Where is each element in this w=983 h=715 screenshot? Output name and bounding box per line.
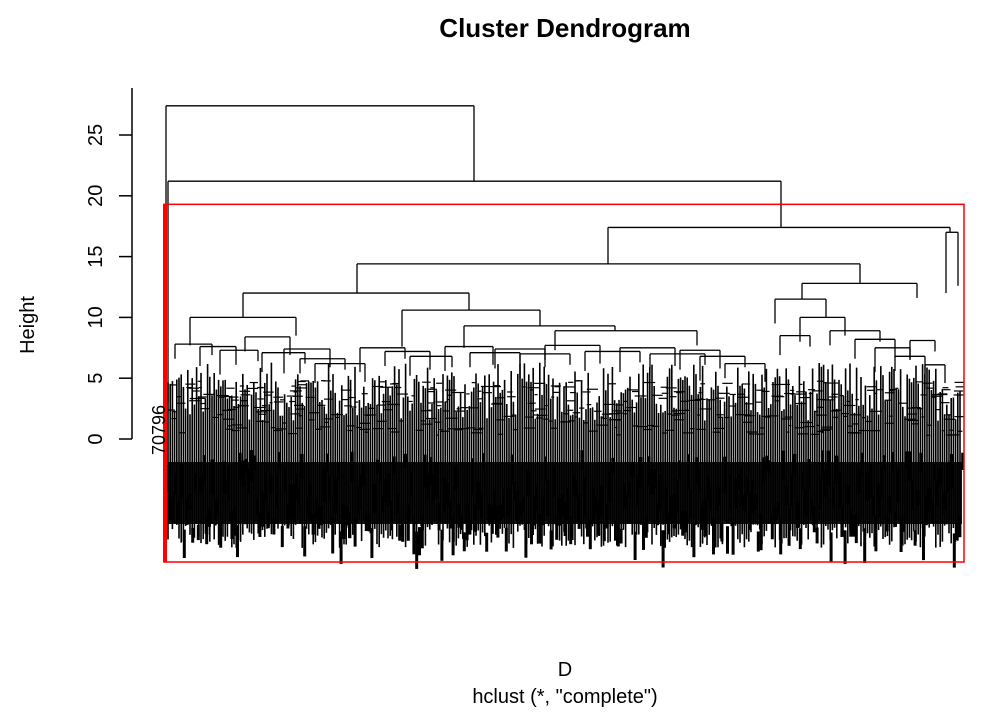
leaf-label-mark: [339, 531, 343, 564]
leaf-label-band: [168, 462, 962, 524]
x-axis-label: D: [558, 659, 572, 681]
leaf-label-mark: [555, 516, 559, 540]
leaf-label-mark: [787, 509, 791, 546]
leaf-label-mark: [462, 532, 466, 552]
leaf-label-mark: [230, 511, 234, 539]
leaf-label-mark: [451, 518, 455, 556]
leaf-label-mark: [616, 523, 620, 547]
leaf-label-mark: [311, 513, 315, 535]
leaf-label-mark: [902, 517, 906, 533]
leaf-label-mark: [720, 523, 724, 542]
leaf-label-mark: [586, 522, 589, 537]
leaf-label-mark: [303, 526, 307, 557]
cluster-cut-box: [163, 203, 965, 563]
leaf-label-mark: [580, 450, 584, 470]
y-axis-label: Height: [17, 296, 39, 354]
leaf-label-mark: [412, 516, 416, 555]
leaf-label-mark: [196, 524, 200, 541]
leaf-label-mark: [370, 528, 374, 558]
leaf-label-mark: [642, 522, 645, 550]
leaf-label-mark: [588, 519, 592, 550]
leaf-label-mark: [236, 525, 239, 558]
leaf-label-mark: [280, 526, 284, 548]
leaf-label-mark: [759, 513, 763, 551]
leaf-label-mark: [798, 528, 802, 550]
leaf-label-mark: [899, 516, 903, 552]
y-tick-label: 0: [85, 433, 107, 444]
leaf-label-mark: [272, 517, 276, 535]
leaf-label-mark: [731, 518, 735, 555]
leaf-label-mark: [958, 516, 962, 538]
y-tick-label: 25: [85, 124, 107, 146]
leaf-label-mark: [633, 531, 637, 560]
leaf-label-mark: [468, 519, 472, 535]
y-tick-label: 10: [85, 306, 107, 328]
leaf-label-mark: [726, 526, 729, 554]
leaf-label-mark: [440, 529, 444, 561]
leaf-label-mark: [712, 517, 715, 555]
leaf-label-mark: [955, 520, 959, 541]
leaf-label-mark: [278, 452, 281, 468]
leaf-label-mark: [863, 528, 867, 563]
leaf-label-mark: [961, 452, 965, 470]
leaf-label-mark: [905, 451, 909, 469]
leaf-label-mark: [415, 531, 419, 569]
leaf-label-mark: [619, 528, 623, 544]
leaf-label-mark: [852, 515, 855, 537]
leaf-label-mark: [913, 530, 917, 546]
leaf-label-mark: [524, 521, 528, 558]
leaf-label-mark: [854, 514, 858, 544]
leaf-label-mark: [919, 452, 923, 472]
leaf-label-mark: [420, 516, 424, 549]
y-tick-label: 20: [85, 185, 107, 207]
leaf-label-mark: [549, 530, 553, 550]
leaf-label-mark: [779, 518, 783, 555]
y-tick-label: 5: [85, 373, 107, 384]
leaf-label-mark: [404, 453, 407, 469]
leaf-label-mark: [166, 464, 169, 492]
leaf-label-mark: [418, 527, 421, 556]
dense-leaf-region: [166, 362, 965, 569]
leaf-label-visible: 70796: [149, 405, 169, 455]
leaf-label-mark: [770, 515, 774, 540]
leaf-label-mark: [401, 522, 405, 542]
leaf-label-mark: [482, 453, 486, 470]
y-axis: 0 5 10 15 20 25 Height: [17, 88, 133, 445]
leaf-label-mark: [891, 452, 895, 471]
subtitle: hclust (*, "complete"): [472, 686, 657, 708]
leaf-label-mark: [756, 531, 760, 552]
leaf-label-mark: [530, 522, 533, 545]
leaf-label-mark: [815, 527, 819, 544]
leaf-label-mark: [353, 518, 357, 547]
y-ticks: 0 5 10 15 20 25: [85, 124, 132, 445]
leaf-label-mark: [569, 516, 573, 545]
leaf-label-mark: [398, 524, 402, 541]
leaf-label-mark: [191, 527, 195, 543]
leaf-label-mark: [205, 516, 209, 545]
leaf-label-mark: [504, 527, 508, 552]
leaf-label-mark: [258, 512, 262, 537]
leaf-label-mark: [602, 522, 606, 542]
leaf-label-mark: [829, 532, 833, 562]
leaf-label-mark: [692, 523, 696, 558]
leaf-label-mark: [661, 530, 665, 568]
leaf-label-mark: [538, 514, 542, 544]
cut-singleton-cluster: [163, 204, 167, 562]
leaf-label-mark: [644, 517, 648, 538]
leaf-label-mark: [843, 530, 847, 564]
leaf-label-mark: [219, 521, 223, 548]
chart-title: Cluster Dendrogram: [439, 13, 690, 43]
leaf-label-mark: [874, 515, 878, 552]
dendrogram-tree: [165, 105, 959, 403]
leaf-label-mark: [952, 533, 956, 568]
leaf-label-mark: [485, 532, 489, 552]
leaf-label-mark: [614, 520, 617, 541]
y-tick-label: 15: [85, 245, 107, 267]
leaf-label-mark: [348, 513, 351, 539]
leaf-label-mark: [331, 517, 335, 554]
leaf-label-mark: [922, 523, 925, 561]
leaf-label-mark: [182, 529, 186, 558]
